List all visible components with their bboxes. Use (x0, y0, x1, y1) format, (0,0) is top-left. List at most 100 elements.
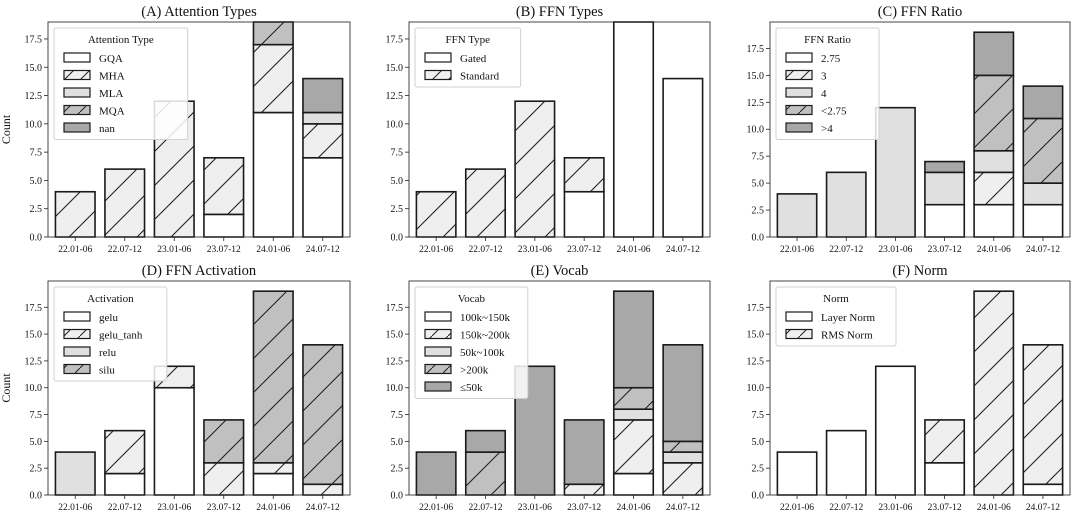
y-tick-label: 2.5 (30, 204, 43, 215)
legend-swatch-hatch (786, 70, 812, 80)
legend-swatch (64, 53, 90, 62)
x-tick-label: 24.07-12 (1026, 245, 1060, 255)
bar-segment (154, 387, 195, 495)
legend-label: 3 (821, 71, 827, 83)
bar-outline (1022, 85, 1064, 120)
legend-swatch (786, 53, 812, 62)
legend-swatch (64, 312, 90, 321)
legend-swatch-outline (785, 122, 813, 133)
legend-swatch-outline (424, 363, 452, 375)
legend-swatch (425, 347, 451, 356)
bar-segment (465, 430, 506, 453)
y-tick-label: 2.5 (391, 204, 404, 215)
y-tick-label: 15.0 (386, 330, 404, 341)
legend-item: Layer Norm (785, 311, 876, 324)
bar-segment (613, 22, 654, 237)
legend-label: GQA (99, 53, 123, 65)
legend-swatch-outline (424, 328, 452, 340)
bar-segment (663, 452, 703, 463)
legend-swatch-outline (424, 346, 452, 357)
bar-hatch (203, 157, 244, 215)
bar-segment (924, 161, 965, 173)
bar-outline (203, 419, 245, 464)
y-tick-label: 7.5 (391, 148, 404, 159)
bar-outline (612, 290, 655, 389)
legend-label: 4 (821, 88, 827, 100)
legend-label: >200k (460, 365, 489, 377)
legend-label: ≤50k (460, 382, 483, 394)
bar-segment (974, 150, 1014, 173)
x-tick-label: 22.07-12 (468, 503, 502, 513)
legend-label: MQA (99, 106, 125, 118)
legend-swatch-hatch (425, 364, 451, 374)
y-tick-label: 7.5 (391, 410, 404, 421)
legend-label: Standard (460, 71, 500, 83)
y-tick-label: 17.5 (386, 34, 404, 45)
legend-item: MLA (63, 87, 124, 100)
bar-hatch (253, 44, 294, 113)
bar-outline (924, 419, 966, 464)
bar-outline (302, 344, 344, 486)
bar-segment (564, 191, 604, 237)
legend-item: 50k~100k (424, 346, 505, 359)
bar-hatch (104, 430, 145, 474)
legend-label: RMS Norm (821, 330, 873, 342)
bar-segment (203, 214, 244, 237)
legend-swatch (786, 88, 812, 97)
bar-segment (826, 430, 866, 495)
legend-swatch-outline (785, 104, 813, 116)
y-tick-label: 12.5 (386, 91, 404, 102)
bar-segment (663, 344, 703, 442)
bar-hatch (663, 462, 703, 495)
legend-swatch-outline (63, 346, 91, 357)
x-tick-label: 24.01-06 (977, 245, 1011, 255)
legend-swatch (425, 382, 451, 391)
chart-title: (D) FFN Activation (142, 263, 257, 279)
x-tick-label: 23.07-12 (567, 503, 601, 513)
legend-title: Vocab (458, 293, 486, 305)
x-tick-label: 24.07-12 (666, 503, 700, 513)
x-tick-label: 22.01-06 (58, 503, 92, 513)
y-tick-label: 2.5 (752, 206, 765, 217)
bar-hatch (253, 462, 294, 474)
y-tick-label: 12.5 (747, 356, 765, 367)
legend: Norm Layer Norm RMS Norm (775, 286, 897, 347)
legend-swatch (64, 123, 90, 132)
legend-label: MLA (99, 88, 124, 100)
chart-panel-a: (A) Attention Types Count 0.0 2.5 5.0 7.5 10.0… (0, 4, 351, 255)
legend-swatch-hatch (786, 329, 812, 339)
legend-title: Activation (87, 293, 134, 305)
bar-segment (1023, 86, 1063, 119)
bar-outline (563, 156, 605, 193)
axes-frame (47, 21, 351, 238)
y-tick-label: 5.0 (30, 437, 43, 448)
bar-segment (1023, 204, 1063, 237)
y-tick-label: 15.0 (25, 330, 43, 341)
bar-hatch (515, 101, 555, 237)
x-tick-label: 22.01-06 (780, 245, 814, 255)
bar-outline (302, 77, 344, 114)
y-tick-label: 0.0 (752, 491, 765, 502)
x-tick-label: 22.07-12 (829, 503, 863, 513)
legend-item: silu (63, 363, 115, 377)
bar-hatch (465, 169, 506, 237)
x-tick-label: 23.07-12 (207, 503, 241, 513)
bar-segment (253, 473, 294, 495)
legend-label: silu (99, 365, 115, 377)
bar-segment (613, 291, 654, 388)
chart-title: (B) FFN Types (516, 4, 604, 20)
bar-hatch (1023, 118, 1063, 184)
legend-swatch-outline (63, 69, 91, 81)
bar-outline (973, 31, 1015, 77)
legend-item: 150k~200k (424, 328, 510, 342)
y-tick-label: 10.0 (386, 383, 404, 394)
legend-swatch-outline (424, 52, 452, 63)
x-tick-label: 22.07-12 (829, 245, 863, 255)
legend-swatch-hatch (64, 364, 90, 374)
bar-segment (1023, 484, 1063, 495)
bar-hatch (1023, 344, 1063, 485)
legend-item: 3 (785, 69, 827, 83)
legend-swatch-outline (785, 328, 813, 340)
y-tick-label: 0.0 (391, 491, 404, 502)
